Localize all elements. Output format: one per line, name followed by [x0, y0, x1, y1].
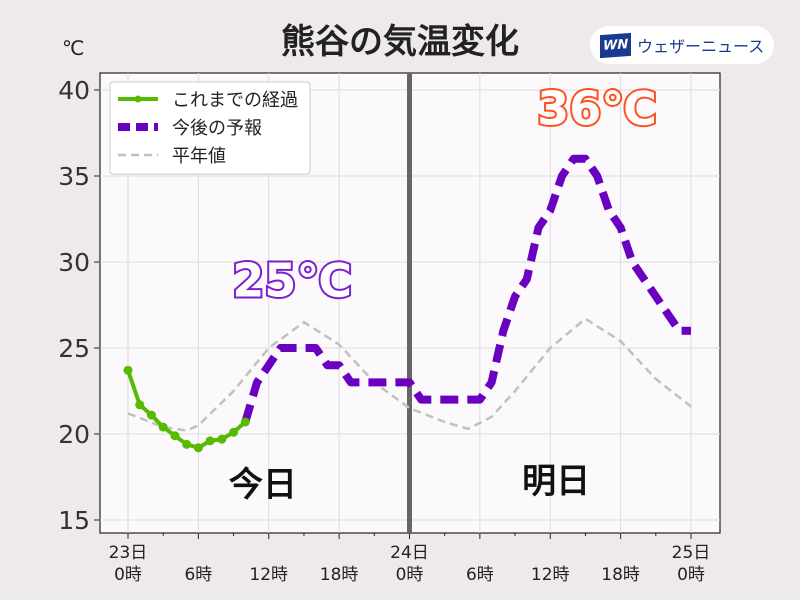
peak-temperature-label: 25℃	[232, 253, 352, 307]
legend-label: 今後の予報	[172, 118, 262, 139]
y-tick-label: 15	[58, 506, 90, 535]
data-point	[146, 410, 156, 420]
weathernews-logo: WN ウェザーニュース	[590, 26, 774, 64]
data-point	[193, 443, 203, 453]
x-tick-label-date: 23日	[109, 543, 148, 563]
x-tick-label-hour: 12時	[531, 565, 570, 585]
x-tick-label-hour: 6時	[184, 565, 212, 585]
data-point	[240, 417, 250, 427]
y-axis-unit: ℃	[62, 36, 85, 60]
y-tick-label: 40	[58, 76, 90, 105]
x-tick-label-hour: 6時	[466, 565, 494, 585]
logo-text: ウェザーニュース	[637, 37, 765, 56]
data-point	[170, 431, 180, 441]
y-tick-label: 25	[58, 334, 90, 363]
y-tick-label: 20	[58, 420, 90, 449]
y-tick-label: 35	[58, 162, 90, 191]
peak-temperature-label: 36℃	[537, 81, 657, 135]
x-tick-label-hour: 0時	[114, 565, 142, 585]
data-point	[229, 427, 239, 437]
data-point	[135, 400, 145, 410]
data-point	[158, 422, 168, 432]
series-line-1	[241, 154, 691, 424]
data-point	[205, 436, 215, 446]
x-tick-label-date: 24日	[390, 543, 429, 563]
x-tick-label-hour: 0時	[396, 565, 424, 585]
legend-label: 平年値	[172, 146, 226, 167]
legend-label: これまでの経過	[172, 90, 298, 111]
x-tick-label-date: 25日	[672, 543, 711, 563]
x-tick-label-hour: 0時	[677, 565, 705, 585]
x-tick-label-hour: 18時	[320, 565, 359, 585]
data-point	[123, 365, 133, 375]
data-point	[182, 439, 192, 449]
chart-title: 熊谷の気温変化	[281, 22, 519, 62]
x-tick-label-hour: 12時	[249, 565, 288, 585]
legend-marker	[134, 95, 142, 103]
data-point	[217, 434, 227, 444]
legend-box	[109, 81, 311, 175]
day-label: 明日	[522, 461, 590, 501]
x-tick-label-hour: 18時	[601, 565, 640, 585]
y-tick-label: 30	[58, 248, 90, 277]
day-label: 今日	[229, 465, 297, 505]
